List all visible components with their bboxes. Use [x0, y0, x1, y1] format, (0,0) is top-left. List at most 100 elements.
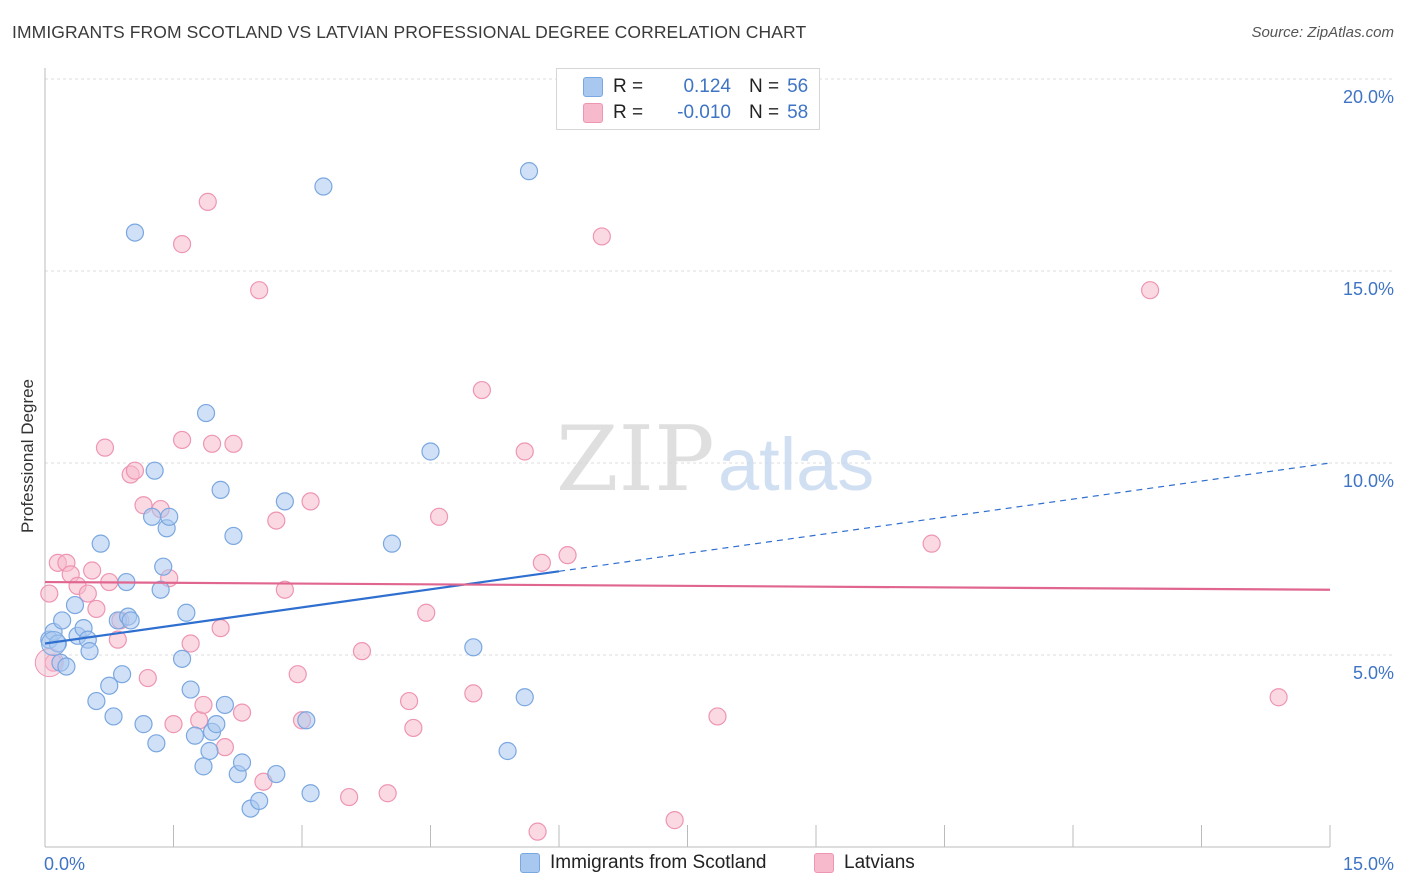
scotland-point — [215, 695, 234, 715]
scotland-point — [196, 403, 216, 423]
latvian-point — [194, 695, 213, 715]
scotland-point — [65, 595, 85, 615]
latvian-point — [125, 461, 145, 480]
scotland-point — [87, 691, 106, 711]
x-tick-label: 0.0% — [44, 854, 85, 874]
latvian-point — [211, 619, 230, 638]
y-tick-label: 20.0% — [1343, 87, 1394, 107]
scotland-point — [498, 741, 517, 761]
latvian-point — [267, 511, 286, 530]
trend-lines — [44, 462, 1331, 645]
series-label-scotland: Immigrants from Scotland — [550, 852, 767, 873]
scotland-point — [250, 791, 269, 811]
scotland-point — [57, 657, 76, 676]
gridlines — [45, 78, 1394, 656]
scotland-point — [297, 711, 316, 730]
scotland-point — [91, 534, 110, 553]
latvian-point — [215, 738, 234, 757]
y-tick-label: 10.0% — [1343, 471, 1394, 491]
x-tick-label: 15.0% — [1343, 854, 1394, 874]
series-label-latvian: Latvians — [844, 852, 915, 873]
series-swatch-scotland — [520, 853, 540, 873]
latvian-point — [95, 438, 115, 457]
latvian-point — [472, 380, 491, 400]
latvian-point — [352, 642, 372, 661]
latvian-point — [87, 599, 106, 619]
latvian-point — [429, 507, 449, 526]
latvian-point — [922, 534, 941, 553]
scotland-points — [40, 162, 539, 818]
latvian-point — [378, 784, 397, 803]
latvian-point — [417, 603, 436, 622]
latvian-point — [708, 707, 727, 726]
scotland-point — [53, 611, 72, 630]
series-swatch-latvian — [814, 853, 834, 873]
latvian-point — [108, 630, 127, 649]
scotland-point — [100, 676, 119, 695]
legend-r-label: R = — [613, 102, 644, 123]
axes — [44, 68, 1331, 848]
watermark-atlas: atlas — [718, 423, 874, 506]
latvian-point — [399, 691, 419, 711]
latvian-point — [40, 584, 59, 603]
scotland-point — [181, 680, 200, 699]
legend-n-value: 56 — [787, 76, 809, 97]
scotland-point — [421, 442, 440, 461]
legend-row-latvian: R = -0.010 N = 58 — [583, 101, 808, 125]
scotland-trend-line — [44, 570, 560, 645]
latvian-point — [301, 492, 320, 511]
tick-labels: 5.0% 10.0% 15.0% 20.0% 0.0% 15.0% — [44, 87, 1394, 874]
scotland-point — [121, 611, 140, 630]
scotland-point — [151, 580, 170, 599]
latvian-point — [532, 553, 551, 572]
latvian-point — [340, 787, 359, 807]
latvian-point — [275, 580, 294, 599]
source-label: Source: ZipAtlas.com — [1251, 24, 1394, 41]
latvian-points — [34, 192, 1288, 841]
scotland-point — [200, 741, 219, 761]
scotland-point — [154, 557, 173, 576]
y-tick-label: 5.0% — [1353, 663, 1394, 683]
latvian-point — [404, 718, 423, 738]
series-legend-latvian: Latvians — [814, 852, 915, 874]
scotland-point — [464, 638, 483, 657]
latvian-point — [202, 434, 222, 453]
latvian-point — [665, 811, 684, 830]
latvian-point — [78, 584, 97, 603]
scotland-point — [211, 480, 230, 499]
legend-n-label: N = — [749, 76, 780, 97]
legend-swatch-scotland — [583, 77, 603, 97]
scotland-point — [224, 526, 243, 546]
scotland-point — [519, 162, 539, 181]
scotland-point — [104, 707, 123, 726]
legend-n-value: 58 — [787, 102, 809, 123]
watermark-zip: ZIP — [556, 407, 715, 512]
latvian-point — [172, 430, 192, 450]
chart-title: IMMIGRANTS FROM SCOTLAND VS LATVIAN PROF… — [12, 22, 807, 42]
scotland-point — [142, 507, 162, 526]
latvian-trend-line — [44, 580, 1331, 591]
latvian-point — [224, 434, 243, 453]
latvian-point — [138, 668, 157, 688]
scotland-point — [382, 534, 402, 553]
scotland-point — [80, 642, 99, 661]
legend-r-label: R = — [613, 76, 644, 97]
y-tick-label: 15.0% — [1343, 279, 1394, 299]
scotland-point — [301, 784, 320, 803]
latvian-point — [558, 546, 577, 565]
legend-swatch-latvian — [583, 103, 603, 123]
legend-n-label: N = — [749, 102, 780, 123]
scotland-point — [177, 603, 196, 622]
latvian-point — [1269, 688, 1288, 707]
latvian-point — [464, 684, 483, 703]
latvian-point — [528, 822, 547, 841]
scotland-point — [314, 177, 333, 196]
scotland-point — [112, 665, 132, 684]
latvian-point — [250, 281, 269, 300]
stats-legend: R = 0.124 N = 56 R = -0.010 N = 58 — [556, 68, 820, 130]
series-legend: Immigrants from Scotland Latvians — [0, 852, 1406, 878]
scotland-point — [267, 764, 286, 784]
scotland-point — [207, 715, 226, 734]
scotland-point — [275, 492, 294, 511]
